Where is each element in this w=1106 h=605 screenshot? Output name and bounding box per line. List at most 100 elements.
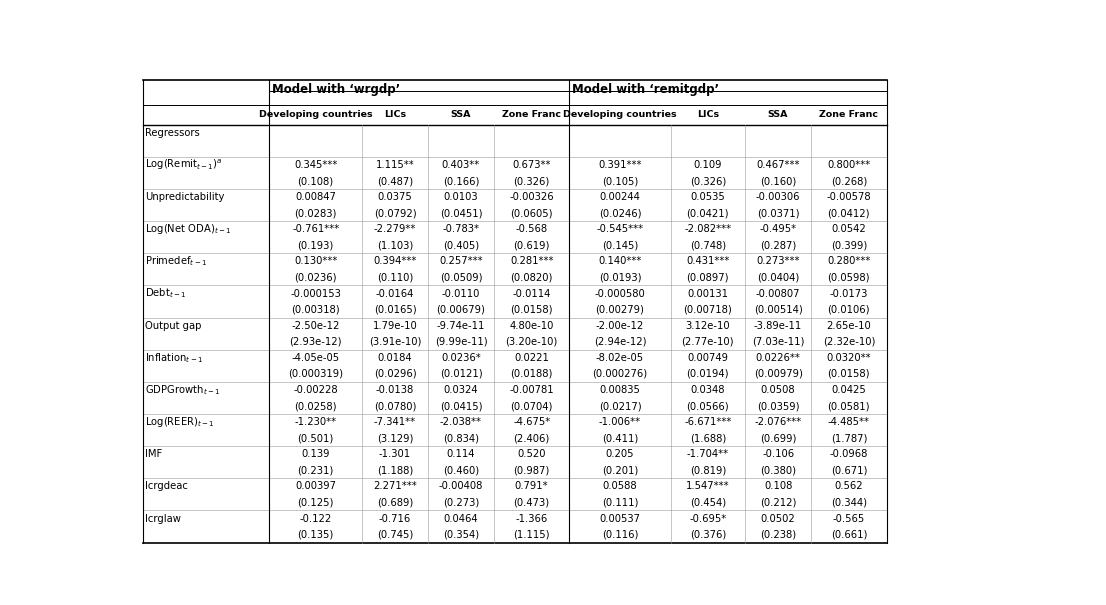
Text: (0.00679): (0.00679) <box>437 304 486 315</box>
Text: (0.000276): (0.000276) <box>593 369 647 379</box>
Text: -0.0968: -0.0968 <box>830 450 868 459</box>
Text: (1.188): (1.188) <box>377 465 414 476</box>
Text: (0.689): (0.689) <box>377 497 414 508</box>
Text: 0.0588: 0.0588 <box>603 482 637 491</box>
Text: (0.473): (0.473) <box>513 497 550 508</box>
Text: (0.411): (0.411) <box>602 433 638 443</box>
Text: -0.000153: -0.000153 <box>290 289 341 298</box>
Text: -2.038**: -2.038** <box>440 417 482 427</box>
Text: (2.32e-10): (2.32e-10) <box>823 337 875 347</box>
Text: Primedef$_{t-1}$: Primedef$_{t-1}$ <box>145 255 207 268</box>
Text: -0.0164: -0.0164 <box>376 289 414 298</box>
Text: (0.0566): (0.0566) <box>687 401 729 411</box>
Text: (0.0283): (0.0283) <box>294 208 337 218</box>
Text: (0.460): (0.460) <box>442 465 479 476</box>
Text: -0.00228: -0.00228 <box>293 385 338 395</box>
Text: -0.0173: -0.0173 <box>830 289 868 298</box>
Text: -3.89e-11: -3.89e-11 <box>754 321 802 331</box>
Text: -0.565: -0.565 <box>833 514 865 523</box>
Text: -0.0114: -0.0114 <box>512 289 551 298</box>
Text: LICs: LICs <box>697 111 719 120</box>
Text: 0.345***: 0.345*** <box>294 160 337 170</box>
Text: (0.0451): (0.0451) <box>440 208 482 218</box>
Text: (0.212): (0.212) <box>760 497 796 508</box>
Text: (0.193): (0.193) <box>298 240 334 250</box>
Text: 1.547***: 1.547*** <box>686 482 730 491</box>
Text: (3.129): (3.129) <box>377 433 414 443</box>
Text: SSA: SSA <box>451 111 471 120</box>
Text: 0.109: 0.109 <box>693 160 722 170</box>
Text: (0.00718): (0.00718) <box>684 304 732 315</box>
Text: 2.65e-10: 2.65e-10 <box>826 321 872 331</box>
Text: 0.00397: 0.00397 <box>295 482 336 491</box>
Text: 0.0324: 0.0324 <box>444 385 478 395</box>
Text: 0.0236*: 0.0236* <box>441 353 481 363</box>
Text: (0.326): (0.326) <box>690 176 726 186</box>
Text: Output gap: Output gap <box>145 321 201 331</box>
Text: (0.0246): (0.0246) <box>598 208 641 218</box>
Text: Icrglaw: Icrglaw <box>145 514 181 523</box>
Text: (0.0217): (0.0217) <box>598 401 641 411</box>
Text: (0.0188): (0.0188) <box>511 369 553 379</box>
Text: -0.545***: -0.545*** <box>596 224 644 234</box>
Text: 0.281***: 0.281*** <box>510 257 553 266</box>
Text: -0.783*: -0.783* <box>442 224 480 234</box>
Text: (0.145): (0.145) <box>602 240 638 250</box>
Text: (0.0581): (0.0581) <box>827 401 870 411</box>
Text: -0.495*: -0.495* <box>760 224 796 234</box>
Text: -2.076***: -2.076*** <box>754 417 802 427</box>
Text: (0.0404): (0.0404) <box>757 272 800 283</box>
Text: (0.0121): (0.0121) <box>440 369 482 379</box>
Text: (0.0897): (0.0897) <box>687 272 729 283</box>
Text: (0.0412): (0.0412) <box>827 208 870 218</box>
Text: Regressors: Regressors <box>145 128 200 138</box>
Text: (3.20e-10): (3.20e-10) <box>505 337 557 347</box>
Text: (0.487): (0.487) <box>377 176 413 186</box>
Text: 0.0375: 0.0375 <box>377 192 413 202</box>
Text: 0.0502: 0.0502 <box>761 514 795 523</box>
Text: (0.834): (0.834) <box>444 433 479 443</box>
Text: (1.115): (1.115) <box>513 529 550 540</box>
Text: -4.485**: -4.485** <box>827 417 869 427</box>
Text: (3.91e-10): (3.91e-10) <box>368 337 421 347</box>
Text: 0.391***: 0.391*** <box>598 160 641 170</box>
Text: (0.344): (0.344) <box>831 497 867 508</box>
Text: (1.688): (1.688) <box>690 433 726 443</box>
Text: -0.695*: -0.695* <box>689 514 727 523</box>
Text: (0.699): (0.699) <box>760 433 796 443</box>
Text: -1.006**: -1.006** <box>599 417 641 427</box>
Text: (0.0509): (0.0509) <box>440 272 482 283</box>
Text: 0.00835: 0.00835 <box>599 385 640 395</box>
Text: 0.0464: 0.0464 <box>444 514 478 523</box>
Text: (0.0792): (0.0792) <box>374 208 416 218</box>
Text: -2.279**: -2.279** <box>374 224 416 234</box>
Text: (0.111): (0.111) <box>602 497 638 508</box>
Text: 0.00537: 0.00537 <box>599 514 640 523</box>
Text: (0.273): (0.273) <box>442 497 479 508</box>
Text: (2.94e-12): (2.94e-12) <box>594 337 646 347</box>
Text: -0.716: -0.716 <box>379 514 411 523</box>
Text: (0.00279): (0.00279) <box>595 304 645 315</box>
Text: (0.0371): (0.0371) <box>757 208 800 218</box>
Text: Log(REER)$_{t-1}$: Log(REER)$_{t-1}$ <box>145 415 215 429</box>
Text: (0.380): (0.380) <box>760 465 796 476</box>
Text: -7.341**: -7.341** <box>374 417 416 427</box>
Text: (0.0598): (0.0598) <box>827 272 870 283</box>
Text: -2.00e-12: -2.00e-12 <box>596 321 644 331</box>
Text: (0.268): (0.268) <box>831 176 867 186</box>
Text: (0.0165): (0.0165) <box>374 304 416 315</box>
Text: (0.00318): (0.00318) <box>291 304 340 315</box>
Text: Zone Franc: Zone Franc <box>820 111 878 120</box>
Text: -0.00578: -0.00578 <box>826 192 872 202</box>
Text: 0.394***: 0.394*** <box>374 257 417 266</box>
Text: -0.0110: -0.0110 <box>441 289 480 298</box>
Text: -0.568: -0.568 <box>515 224 547 234</box>
Text: (0.0236): (0.0236) <box>294 272 337 283</box>
Text: (0.748): (0.748) <box>690 240 726 250</box>
Text: Inflation$_{t-1}$: Inflation$_{t-1}$ <box>145 351 204 365</box>
Text: 0.00847: 0.00847 <box>295 192 336 202</box>
Text: 0.205: 0.205 <box>606 450 634 459</box>
Text: -0.000580: -0.000580 <box>595 289 645 298</box>
Text: 0.108: 0.108 <box>764 482 792 491</box>
Text: (0.0258): (0.0258) <box>294 401 337 411</box>
